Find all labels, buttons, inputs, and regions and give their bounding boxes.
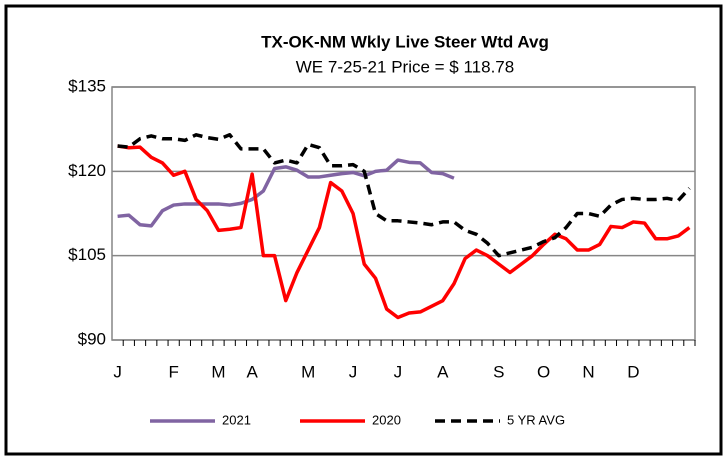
legend-label: 2021 xyxy=(222,412,251,427)
y-tick-label: $90 xyxy=(78,329,106,348)
x-tick-label: O xyxy=(537,362,550,381)
x-tick-label: D xyxy=(627,362,639,381)
x-tick-label: A xyxy=(437,362,449,381)
x-tick-label: N xyxy=(582,362,594,381)
legend-label: 2020 xyxy=(372,412,401,427)
y-tick-label: $135 xyxy=(68,76,106,95)
chart-subtitle: WE 7-25-21 Price = $ 118.78 xyxy=(296,57,514,76)
y-tick-label: $120 xyxy=(68,161,106,180)
x-tick-label: J xyxy=(113,362,122,381)
x-tick-label: M xyxy=(301,362,315,381)
x-tick-label: F xyxy=(168,362,178,381)
x-tick-label: J xyxy=(349,362,358,381)
series-line xyxy=(117,144,691,320)
series-line xyxy=(117,133,691,258)
x-tick-label: S xyxy=(493,362,504,381)
y-tick-label: $105 xyxy=(68,245,106,264)
chart-title: TX-OK-NM Wkly Live Steer Wtd Avg xyxy=(261,32,549,51)
legend-label: 5 YR AVG xyxy=(507,412,565,427)
chart-frame xyxy=(4,4,723,456)
x-tick-label: J xyxy=(394,362,403,381)
x-tick-label: A xyxy=(246,362,258,381)
x-tick-label: M xyxy=(211,362,225,381)
series-line xyxy=(117,158,455,228)
